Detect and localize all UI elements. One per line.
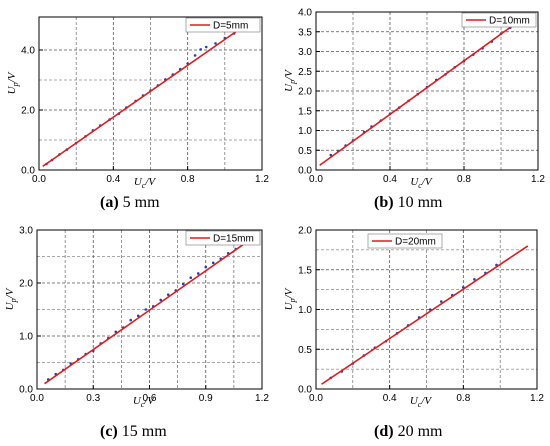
legend-label-c: D=15mm bbox=[213, 234, 254, 245]
x-tick-label-a: 0.0 bbox=[32, 174, 46, 185]
y-tick-label-b: 2.5 bbox=[298, 67, 312, 78]
x-tick-label-d: 0.8 bbox=[456, 393, 470, 404]
chart-d: 0.0 0.4 0.8 1.2 0.0 0.5 1.0 1.5 2.0 Uc/V Up/V D=20m… bbox=[283, 226, 544, 410]
caption-a-letter: (a) bbox=[100, 194, 119, 211]
data-point-a bbox=[204, 45, 208, 49]
legend-label-b: D=10mm bbox=[489, 16, 530, 27]
x-tick-label-a: 1.2 bbox=[255, 174, 269, 185]
data-point-c bbox=[159, 298, 163, 302]
x-axis-label-a: Uc/V bbox=[134, 176, 157, 190]
data-point-a bbox=[193, 54, 197, 57]
x-axis-label-d: Uc/V bbox=[410, 395, 433, 409]
chart-c: 0.0 0.3 0.6 0.9 1.2 0.0 1.0 2.0 3.0 Uc/V Up/V D=15m… bbox=[4, 226, 269, 410]
fit-line-c bbox=[44, 237, 254, 385]
fit-line-d bbox=[321, 245, 529, 385]
y-tick-label-a: 0.0 bbox=[21, 166, 35, 177]
x-tick-label-d: 0.4 bbox=[383, 393, 397, 404]
y-tick-label-c: 1.0 bbox=[19, 332, 33, 343]
legend-box-c bbox=[185, 230, 261, 246]
data-point-c bbox=[181, 282, 185, 286]
legend-box-b bbox=[461, 12, 537, 28]
y-axis-label-c: Up/V bbox=[4, 287, 18, 310]
x-tick-label-b: 0.8 bbox=[457, 174, 471, 185]
y-tick-label-a: 2.0 bbox=[21, 106, 35, 117]
data-point-c bbox=[129, 318, 133, 322]
caption-b: (b) 10 mm bbox=[374, 194, 442, 212]
caption-a: (a) 5 mm bbox=[100, 194, 160, 212]
data-point-c bbox=[204, 265, 208, 269]
x-tick-label-b: 1.2 bbox=[531, 174, 545, 185]
data-point-c bbox=[189, 276, 193, 279]
chart-b: 0.0 0.4 0.8 1.2 0.0 0.5 1.0 1.5 2.0 2.5 3.0 3.5 4.0 U… bbox=[283, 8, 545, 191]
data-point-d bbox=[473, 277, 476, 281]
data-point-c bbox=[211, 261, 215, 265]
data-point-c bbox=[196, 272, 200, 275]
data-point-b bbox=[329, 153, 333, 157]
y-axis-label-a: Up/V bbox=[6, 71, 20, 94]
caption-b-text: 10 mm bbox=[393, 194, 443, 211]
y-tick-label-b: 0.5 bbox=[298, 146, 312, 157]
y-tick-label-d: 0.5 bbox=[298, 345, 312, 356]
x-tick-label-d: 0.0 bbox=[309, 393, 323, 404]
y-tick-label-c: 3.0 bbox=[19, 226, 33, 237]
y-tick-label-b: 1.0 bbox=[298, 126, 312, 137]
x-axis-label-c: Uc/V bbox=[133, 395, 156, 409]
y-tick-label-b: 3.0 bbox=[298, 47, 312, 58]
panel-b: 0.0 0.4 0.8 1.2 0.0 0.5 1.0 1.5 2.0 2.5 3.0 3.5 4.0 U… bbox=[275, 0, 550, 218]
legend-label-d: D=20mm bbox=[395, 237, 436, 248]
y-tick-label-d: 2.0 bbox=[298, 226, 312, 237]
data-point-c bbox=[166, 293, 170, 296]
fit-line-a bbox=[42, 19, 254, 168]
caption-a-text: 5 mm bbox=[118, 194, 160, 211]
fit-line-b bbox=[319, 13, 530, 166]
y-tick-label-b: 4.0 bbox=[298, 8, 312, 19]
data-point-a bbox=[214, 42, 217, 45]
data-point-c bbox=[136, 314, 140, 318]
y-axis-label-d: Up/V bbox=[283, 287, 297, 310]
y-tick-label-b: 2.0 bbox=[298, 87, 312, 98]
x-tick-label-c: 0.9 bbox=[199, 393, 213, 404]
x-tick-label-a: 0.4 bbox=[106, 174, 120, 185]
plot-frame-a bbox=[38, 16, 263, 171]
panel-d: 0.0 0.4 0.8 1.2 0.0 0.5 1.0 1.5 2.0 Uc/V Up/V D=20m… bbox=[275, 222, 550, 446]
caption-d-letter: (d) bbox=[374, 423, 394, 440]
y-tick-label-b: 1.5 bbox=[298, 106, 312, 117]
x-tick-label-c: 1.2 bbox=[255, 393, 269, 404]
x-tick-label-c: 0.6 bbox=[143, 393, 157, 404]
x-axis-label-b: Uc/V bbox=[410, 176, 433, 190]
y-tick-label-d: 1.0 bbox=[298, 305, 312, 316]
y-tick-label-c: 0.0 bbox=[19, 385, 33, 396]
data-point-c bbox=[144, 308, 148, 311]
caption-c: (c) 15 mm bbox=[100, 423, 167, 441]
legend-label-a: D=5mm bbox=[213, 21, 248, 32]
panel-a: 0.0 0.4 0.8 1.2 0.0 2.0 4.0 Uc/V Up/V D=5mm bbox=[0, 0, 275, 218]
legend-box-d bbox=[367, 233, 443, 249]
caption-c-text: 15 mm bbox=[117, 423, 167, 440]
x-tick-label-b: 0.0 bbox=[309, 174, 323, 185]
y-tick-label-d: 1.5 bbox=[298, 265, 312, 276]
y-tick-label-b: 3.5 bbox=[298, 27, 312, 38]
data-point-a bbox=[199, 48, 202, 51]
caption-c-letter: (c) bbox=[100, 423, 118, 440]
x-tick-label-b: 0.4 bbox=[383, 174, 397, 185]
y-tick-label-a: 4.0 bbox=[21, 46, 35, 57]
y-tick-label-d: 0.0 bbox=[298, 385, 312, 396]
x-tick-label-d: 1.2 bbox=[530, 393, 544, 404]
x-tick-label-a: 0.8 bbox=[181, 174, 195, 185]
caption-b-letter: (b) bbox=[374, 194, 394, 211]
x-tick-label-c: 0.0 bbox=[30, 393, 44, 404]
legend-box-a bbox=[185, 17, 261, 33]
y-tick-label-b: 0.0 bbox=[298, 166, 312, 177]
caption-d-text: 20 mm bbox=[393, 423, 443, 440]
chart-a: 0.0 0.4 0.8 1.2 0.0 2.0 4.0 Uc/V Up/V D=5mm bbox=[6, 16, 269, 190]
x-tick-label-c: 0.3 bbox=[86, 393, 100, 404]
y-tick-label-c: 2.0 bbox=[19, 279, 33, 290]
y-axis-label-b: Up/V bbox=[283, 69, 297, 92]
caption-d: (d) 20 mm bbox=[374, 423, 442, 441]
panel-c: 0.0 0.3 0.6 0.9 1.2 0.0 1.0 2.0 3.0 Uc/V Up/V D=15m… bbox=[0, 222, 275, 446]
data-point-d bbox=[439, 300, 443, 303]
